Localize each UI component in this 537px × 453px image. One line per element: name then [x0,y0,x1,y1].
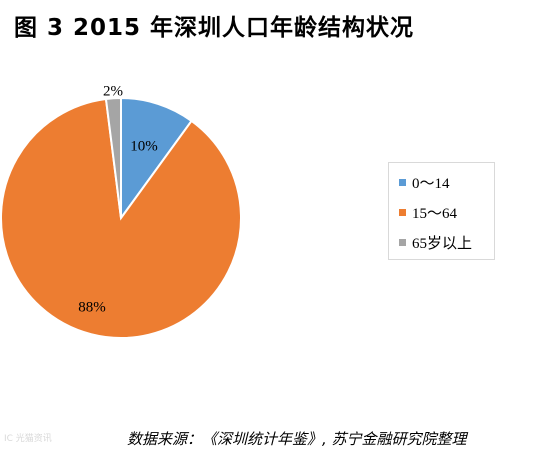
legend-item-65-plus: 65岁以上 [399,232,472,252]
legend-swatch-15-64 [399,208,406,216]
legend-item-15-64: 15～64 [399,202,457,222]
data-label-65-plus: 2% [103,83,123,99]
pie-slice-15-64 [0,97,242,339]
watermark: IC 光猫资讯 [4,434,52,444]
data-label-0-14: 10% [130,139,158,155]
data-label-15-64: 88% [78,299,106,315]
source-note: 数据来源：《深圳统计年鉴》, 苏宁金融研究院整理 [127,430,467,448]
legend-label-0-14: 0～14 [412,175,450,192]
chart-title: 图 3 2015 年深圳人口年龄结构状况 [14,15,415,41]
pie-slice-0-14 [120,96,193,222]
legend: 0～14 15～64 65岁以上 [388,162,495,260]
legend-label-65-plus: 65岁以上 [412,235,473,252]
legend-swatch-0-14 [399,178,406,186]
pie-slice-65-plus [104,96,122,219]
legend-swatch-65-plus [399,238,406,246]
legend-label-15-64: 15～64 [412,205,458,222]
legend-item-0-14: 0～14 [399,172,450,192]
